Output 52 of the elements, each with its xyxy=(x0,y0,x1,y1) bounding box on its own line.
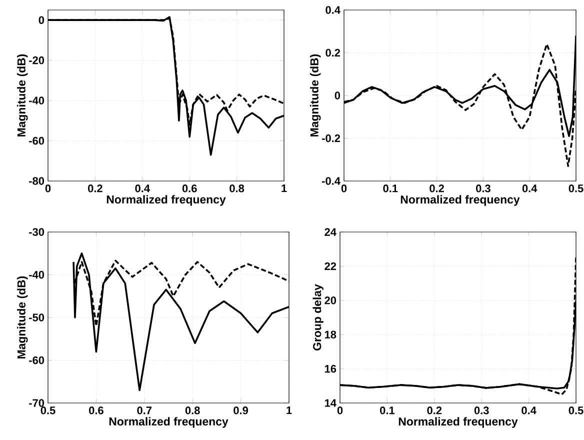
x-axis-title: Normalized frequency xyxy=(106,195,226,206)
y-tick-label: -60 xyxy=(29,136,44,145)
x-tick-label: 0.4 xyxy=(135,184,150,192)
y-axis-title: Magnitude (dB) xyxy=(17,276,28,358)
y-tick-label: -70 xyxy=(29,399,44,407)
y-tick-label: -40 xyxy=(29,270,44,279)
y-tick-label: 20 xyxy=(324,296,336,304)
x-axis-title: Normalized frequency xyxy=(400,195,520,206)
x-tick-label: 0.8 xyxy=(185,406,200,414)
x-tick-label: 0.6 xyxy=(89,406,104,414)
x-tick-label: 0.4 xyxy=(522,406,536,414)
x-tick-label: 0.5 xyxy=(568,406,584,414)
y-tick-label: -60 xyxy=(29,356,44,364)
x-tick-label: 0.1 xyxy=(383,184,398,192)
y-tick-label: -20 xyxy=(29,56,44,64)
y-tick-label: 0.2 xyxy=(326,48,340,57)
x-tick-label: 0.2 xyxy=(427,406,442,414)
x-tick-label: 0.9 xyxy=(234,406,248,414)
x-tick-label: 1 xyxy=(286,406,292,414)
y-axis-title: Group delay xyxy=(312,284,324,350)
x-tick-label: 0.6 xyxy=(182,184,197,192)
y-axis-title: Magnitude (dB) xyxy=(310,54,321,136)
x-tick-label: 0.2 xyxy=(430,184,444,192)
y-tick-label: -0.2 xyxy=(322,134,340,142)
x-tick-label: 0 xyxy=(45,184,51,192)
x-tick-label: 0.3 xyxy=(476,184,490,192)
x-tick-label: 0.5 xyxy=(40,406,56,414)
y-tick-label: 16 xyxy=(324,364,336,373)
y-axis-title: Magnitude (dB) xyxy=(17,54,28,136)
y-tick-label: -50 xyxy=(29,314,44,322)
y-tick-label: -0.4 xyxy=(322,177,340,185)
y-tick-label: 18 xyxy=(324,330,336,338)
x-tick-label: 0.3 xyxy=(474,406,489,414)
x-tick-label: 1 xyxy=(282,184,287,192)
y-tick-label: -30 xyxy=(29,228,44,236)
x-tick-label: 0 xyxy=(341,184,347,192)
x-tick-label: 0.5 xyxy=(568,184,584,192)
x-tick-label: 0.7 xyxy=(137,406,152,414)
x-tick-label: 0.4 xyxy=(522,184,538,192)
y-tick-label: 0 xyxy=(38,16,44,24)
y-tick-label: 22 xyxy=(324,262,336,270)
y-tick-label: 24 xyxy=(324,228,336,236)
y-tick-label: 0 xyxy=(334,92,340,100)
y-tick-label: 0.4 xyxy=(326,6,340,14)
x-tick-label: 0.8 xyxy=(230,184,244,192)
x-tick-label: 0.1 xyxy=(380,406,395,414)
y-tick-label: -40 xyxy=(29,96,44,104)
y-tick-label: 14 xyxy=(324,399,336,407)
x-axis-title: Normalized frequency xyxy=(398,417,518,428)
x-axis-title: Normalized frequency xyxy=(109,417,228,428)
y-tick-label: -80 xyxy=(29,177,44,185)
x-tick-label: 0.2 xyxy=(88,184,102,192)
